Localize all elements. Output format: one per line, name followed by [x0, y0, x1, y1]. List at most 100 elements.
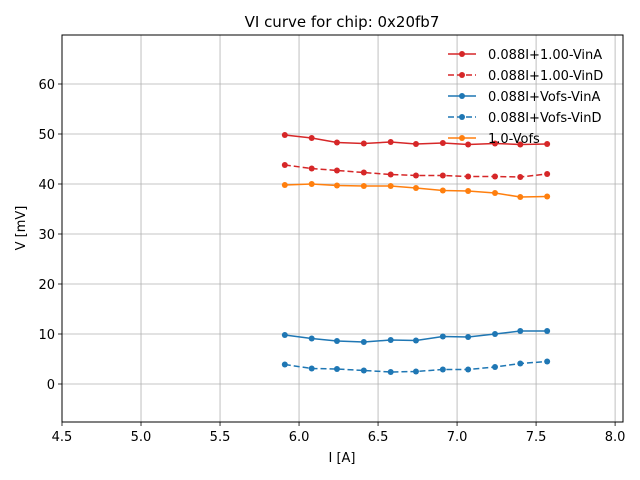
data-point — [465, 366, 472, 373]
data-point — [439, 187, 446, 194]
x-tick-label: 4.5 — [52, 430, 73, 445]
legend-entry: 0.088I+Vofs-VinA — [448, 90, 601, 105]
chart-title: VI curve for chip: 0x20fb7 — [245, 13, 440, 31]
data-point — [333, 182, 340, 189]
data-point — [387, 337, 394, 343]
legend-entry: 0.088I+Vofs-VinD — [448, 111, 602, 126]
data-point — [517, 360, 524, 367]
data-point — [360, 339, 367, 345]
tick-layer: 4.5 5.0 5.5 6.0 6.5 7.0 7.5 8.0 0 10 20 30 40 50 60 — [38, 78, 625, 445]
x-tick-label: 6.0 — [289, 430, 310, 445]
data-point — [360, 140, 367, 147]
data-point — [308, 165, 315, 172]
data-point — [465, 188, 472, 194]
data-point — [544, 141, 551, 147]
data-point — [544, 328, 551, 334]
data-point — [333, 338, 340, 344]
data-point — [412, 185, 419, 191]
x-axis-label: I [A] — [328, 451, 355, 466]
data-point — [387, 139, 394, 145]
data-point — [281, 132, 288, 138]
x-tick-label: 5.5 — [210, 430, 231, 445]
data-point — [544, 358, 551, 365]
y-tick-label: 10 — [38, 328, 55, 343]
legend-label: 0.088I+1.00-VinA — [488, 48, 602, 63]
data-point — [491, 364, 498, 370]
data-point — [465, 173, 472, 180]
data-point — [360, 367, 367, 374]
legend-marker — [459, 114, 465, 120]
y-tick-label: 60 — [38, 78, 55, 93]
legend-marker — [459, 51, 465, 57]
y-tick-label: 0 — [47, 378, 55, 393]
data-point — [281, 162, 288, 168]
legend-entry: 0.088I+1.00-VinA — [448, 48, 602, 63]
data-point — [281, 332, 288, 338]
series-4 — [281, 358, 551, 375]
data-point — [387, 171, 394, 178]
series-1 — [281, 132, 551, 148]
legend-entry: 1.0-Vofs — [448, 132, 540, 147]
data-point — [412, 172, 419, 179]
data-point — [360, 183, 367, 189]
data-point — [544, 193, 551, 200]
legend: 0.088I+1.00-VinA 0.088I+1.00-VinD 0.088I+V… — [448, 48, 603, 147]
x-tick-label: 6.5 — [368, 430, 389, 445]
data-point — [333, 139, 340, 146]
data-point — [308, 181, 315, 187]
data-point — [412, 337, 419, 344]
data-point — [439, 366, 446, 373]
data-point — [412, 141, 419, 147]
data-point — [491, 140, 498, 147]
data-point — [412, 368, 419, 375]
data-point — [517, 194, 524, 200]
data-point — [281, 361, 288, 368]
data-point — [465, 334, 472, 340]
data-point — [544, 171, 551, 177]
data-point — [517, 141, 524, 148]
series-2 — [281, 162, 551, 180]
data-point — [491, 190, 498, 196]
series-3 — [281, 328, 551, 345]
data-point — [387, 369, 394, 375]
data-point — [308, 335, 315, 342]
x-tick-label: 7.0 — [447, 430, 468, 445]
data-point — [439, 140, 446, 146]
legend-label: 0.088I+1.00-VinD — [488, 69, 603, 84]
data-point — [360, 169, 367, 176]
data-point — [387, 183, 394, 189]
plot-frame — [61, 34, 624, 423]
y-axis-label: V [mV] — [14, 206, 29, 251]
data-point — [308, 365, 315, 372]
data-point — [333, 167, 340, 174]
data-point — [281, 182, 288, 188]
x-tick-label: 5.0 — [131, 430, 152, 445]
data-point — [439, 333, 446, 340]
y-tick-label: 20 — [38, 278, 55, 293]
data-point — [308, 135, 315, 141]
data-point — [439, 172, 446, 179]
legend-marker — [459, 93, 465, 99]
legend-label: 0.088I+Vofs-VinA — [488, 90, 601, 105]
data-point — [333, 366, 340, 372]
y-tick-label: 40 — [38, 178, 55, 193]
legend-marker — [459, 72, 465, 78]
data-point — [517, 328, 524, 334]
data-point — [465, 141, 472, 148]
y-tick-label: 30 — [38, 228, 55, 243]
data-point — [491, 173, 498, 180]
legend-entry: 0.088I+1.00-VinD — [448, 69, 603, 84]
data-point — [517, 174, 524, 180]
x-tick-label: 8.0 — [605, 430, 626, 445]
series-5 — [281, 181, 551, 200]
data-point — [491, 331, 498, 337]
legend-label: 0.088I+Vofs-VinD — [488, 111, 602, 126]
series-layer — [281, 132, 551, 375]
x-tick-label: 7.5 — [526, 430, 547, 445]
legend-marker — [459, 135, 465, 141]
grid-layer — [61, 35, 623, 422]
y-tick-label: 50 — [38, 128, 55, 143]
legend-label: 1.0-Vofs — [488, 132, 540, 147]
